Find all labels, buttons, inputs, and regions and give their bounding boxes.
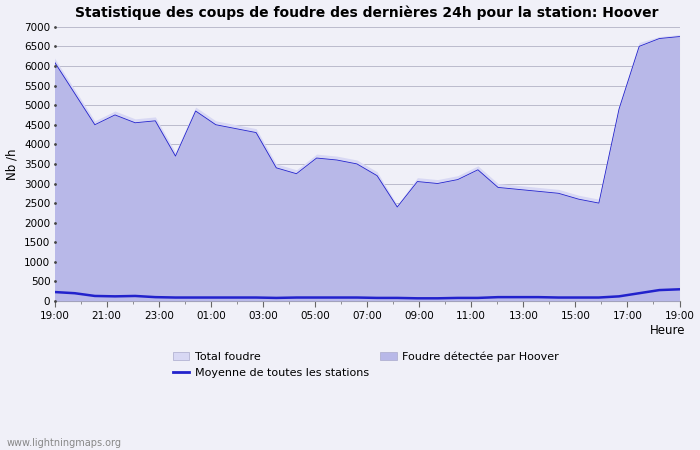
Title: Statistique des coups de foudre des dernières 24h pour la station: Hoover: Statistique des coups de foudre des dern…: [76, 5, 659, 20]
X-axis label: Heure: Heure: [650, 324, 686, 337]
Text: www.lightningmaps.org: www.lightningmaps.org: [7, 438, 122, 448]
Y-axis label: Nb /h: Nb /h: [6, 148, 19, 180]
Legend: Total foudre, Moyenne de toutes les stations, Foudre détectée par Hoover: Total foudre, Moyenne de toutes les stat…: [173, 351, 559, 378]
